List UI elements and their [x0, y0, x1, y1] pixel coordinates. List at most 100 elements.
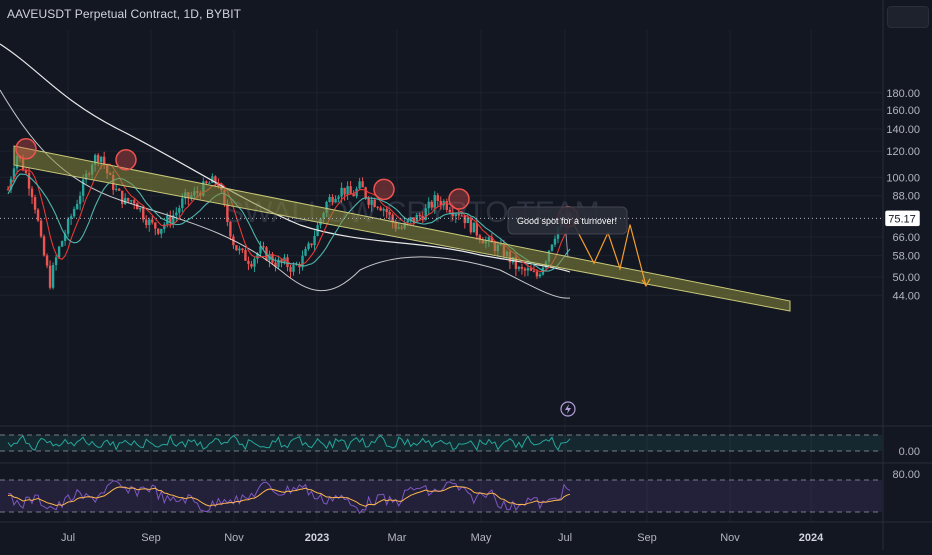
time-tick-label: Jul	[61, 532, 75, 544]
candle-body	[292, 265, 295, 272]
time-axis: Jul Sep Nov 2023 Mar May Jul Sep Nov 2024	[61, 532, 824, 544]
price-tick-label: 180.00	[886, 88, 920, 100]
candle-body	[27, 173, 31, 189]
candle-body	[448, 209, 451, 213]
candle-body	[36, 209, 40, 221]
projection-arrowhead	[641, 278, 651, 287]
candle-body	[151, 219, 154, 223]
candle-body	[436, 195, 439, 201]
candle-body	[289, 267, 292, 272]
candle-body	[121, 190, 124, 205]
candle-body	[51, 265, 55, 288]
candle-body	[475, 222, 479, 236]
candle-body	[535, 271, 539, 277]
candle-body	[127, 197, 130, 202]
bolt-icon-glyph	[565, 404, 571, 414]
candle-body	[259, 246, 262, 254]
candle-body	[550, 244, 554, 251]
candle-body	[307, 243, 310, 249]
price-axis: 180.00 160.00 140.00 120.00 100.00 88.00 66.00…	[886, 88, 920, 302]
candle-body	[361, 181, 364, 188]
candle-body	[457, 214, 461, 216]
candle-body	[379, 207, 382, 211]
candle-body	[163, 224, 166, 229]
candle-body	[136, 203, 139, 210]
candle-body	[12, 168, 16, 179]
candle-body	[517, 266, 521, 269]
candle-body	[421, 216, 424, 220]
candle-body	[139, 208, 142, 210]
candle-body	[487, 237, 491, 241]
candle-body	[6, 189, 10, 191]
candle-body	[175, 212, 178, 216]
candle-body	[418, 214, 421, 217]
price-tick-label: 58.00	[892, 251, 920, 263]
time-tick-label: May	[471, 532, 492, 544]
candle-body	[511, 256, 515, 263]
candle-body	[412, 217, 415, 223]
candle-body	[367, 197, 370, 205]
candle-body	[81, 179, 85, 196]
candle-body	[490, 237, 494, 243]
candle-body	[63, 233, 67, 242]
candle-body	[154, 222, 157, 229]
time-tick-label: Jul	[558, 532, 572, 544]
candle-body	[96, 155, 100, 162]
candle-body	[181, 198, 184, 209]
touch-circle	[448, 188, 470, 210]
candle-body	[349, 186, 352, 194]
candle-body	[325, 201, 328, 213]
osc1-tick-label: 0.00	[899, 446, 920, 458]
time-tick-label: 2024	[799, 532, 824, 544]
candle-body	[526, 268, 530, 271]
ma-green	[7, 173, 571, 272]
candle-body	[256, 253, 259, 259]
candle-body	[553, 238, 557, 245]
osc1-band	[0, 435, 882, 451]
candle-body	[93, 155, 97, 165]
touch-circle	[15, 138, 37, 160]
candle-body	[310, 243, 313, 246]
projection-path	[569, 216, 647, 286]
candle-body	[406, 220, 409, 223]
candle-body	[427, 201, 430, 209]
candle-body	[478, 235, 482, 240]
bolt-icon	[560, 401, 576, 417]
time-tick-label: Sep	[637, 532, 657, 544]
candle-body	[66, 218, 70, 234]
bolt-icon-ring	[560, 401, 576, 417]
candle-body	[244, 250, 247, 261]
toolbar-button[interactable]	[887, 6, 929, 28]
candle-body	[280, 259, 283, 263]
candle-body	[114, 188, 118, 190]
candle-body	[445, 201, 448, 210]
candle-body	[460, 215, 464, 217]
candle-body	[145, 219, 148, 225]
candle-body	[172, 215, 175, 223]
candle-body	[33, 197, 37, 210]
candle-body	[211, 176, 214, 183]
candle-body	[214, 176, 217, 183]
trend-channel-band	[13, 145, 791, 312]
candle-body	[241, 248, 244, 251]
candle-body	[99, 156, 103, 162]
annotation-pointer	[565, 233, 569, 259]
candle-body	[373, 199, 376, 207]
candle-body	[340, 187, 343, 197]
candle-body	[313, 235, 316, 246]
candle-body	[382, 209, 385, 211]
osc2-band	[0, 480, 882, 512]
candle-body	[529, 268, 533, 271]
candle-body	[72, 209, 76, 217]
candle-body	[304, 248, 307, 256]
candle-body	[247, 260, 250, 264]
ma-white	[0, 43, 571, 273]
candle-body	[433, 195, 436, 208]
candle-body	[54, 257, 58, 266]
candle-body	[364, 187, 367, 198]
trend-channel	[13, 145, 791, 312]
candle-body	[229, 222, 232, 237]
